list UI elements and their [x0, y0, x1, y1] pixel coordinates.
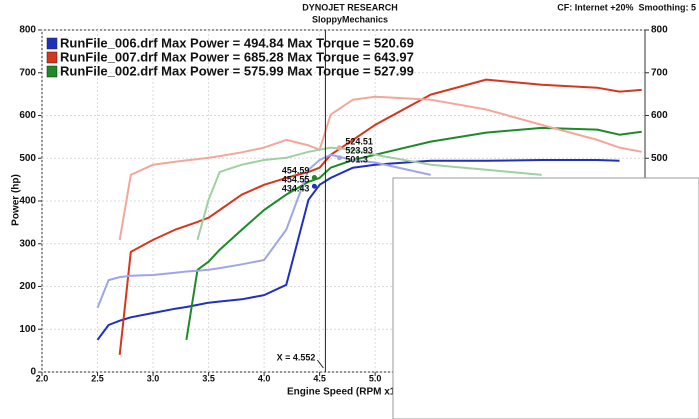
- series-line: [96, 159, 620, 341]
- y2-tick-label: 700: [651, 67, 668, 78]
- y-tick-label: 700: [19, 67, 36, 78]
- series-line: [96, 153, 431, 309]
- x-tick-label: 5.0: [369, 373, 382, 383]
- readout-dot: [336, 155, 342, 161]
- y-tick-label: 400: [19, 196, 36, 207]
- readout-label: 501.3: [345, 154, 368, 164]
- x-tick-label: 3.5: [202, 373, 215, 383]
- y-tick-label: 500: [19, 153, 36, 164]
- x-axis-label: Engine Speed (RPM x10: [287, 387, 401, 398]
- y-tick-label: 800: [19, 25, 36, 36]
- chart-subtitle: SloppyMechanics: [312, 14, 388, 24]
- x-tick-label: 4.0: [258, 373, 271, 383]
- legend-label: RunFile_006.drf Max Power = 494.84 Max T…: [60, 35, 414, 50]
- legend-swatch: [46, 51, 58, 64]
- legend-label: RunFile_007.drf Max Power = 685.28 Max T…: [60, 49, 414, 64]
- readout-label: 523.93: [345, 145, 373, 155]
- y2-tick-label: 600: [651, 110, 668, 121]
- readout-dot: [311, 183, 317, 189]
- readout-label: 524.51: [345, 136, 373, 146]
- y-tick-label: 200: [19, 281, 36, 292]
- cursor-leader: [316, 359, 324, 369]
- x-tick-label: 2.0: [36, 373, 49, 383]
- readout-label: 454.55: [282, 174, 310, 184]
- x-tick-label: 2.5: [91, 373, 104, 383]
- readout-label: 454.59: [282, 165, 310, 175]
- settings-text: CF: Internet +20% Smoothing: 5: [557, 2, 696, 12]
- readout-label: 434.43: [282, 183, 310, 193]
- readout-dot: [336, 145, 342, 151]
- series-line: [196, 146, 542, 241]
- cursor-label: X = 4.552: [277, 352, 316, 362]
- chart-title: DYNOJET RESEARCH: [302, 2, 398, 12]
- y-tick-label: 100: [19, 324, 36, 335]
- y-axis-label: Power (hp): [11, 174, 22, 226]
- readout-dot: [311, 175, 317, 181]
- series-line: [118, 78, 642, 356]
- y-tick-label: 300: [19, 238, 36, 249]
- x-tick-label: 4.5: [313, 373, 326, 383]
- series-line: [118, 95, 642, 241]
- legend-swatch: [46, 65, 58, 78]
- y2-tick-label: 500: [651, 153, 668, 164]
- overlay-window: [392, 177, 699, 419]
- legend-swatch: [46, 37, 58, 50]
- y-tick-label: 600: [19, 110, 36, 121]
- x-tick-label: 3.0: [147, 373, 160, 383]
- legend-label: RunFile_002.drf Max Power = 575.99 Max T…: [60, 63, 414, 78]
- y2-tick-label: 800: [651, 25, 668, 36]
- y-tick-label: 0: [30, 367, 36, 378]
